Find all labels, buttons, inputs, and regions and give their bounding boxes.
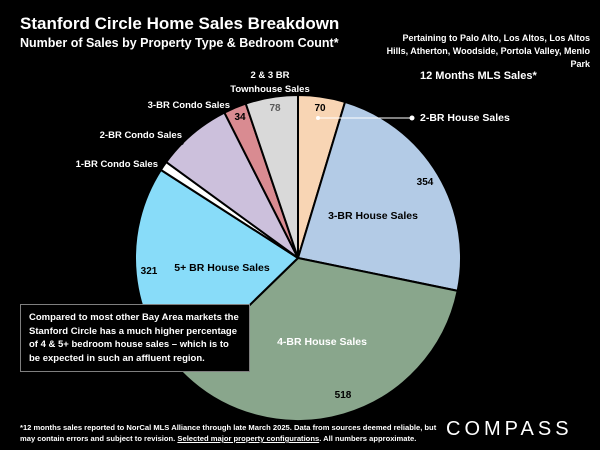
slice-name-label: Townhouse Sales: [230, 84, 310, 95]
region-note: Pertaining to Palo Alto, Los Altos, Los …: [386, 33, 590, 69]
slice-name-label: 4-BR House Sales: [277, 336, 367, 348]
slice-name-label: 2-BR Condo Sales: [100, 130, 182, 141]
chart-subtitle: Number of Sales by Property Type & Bedro…: [20, 36, 339, 50]
chart-title: Stanford Circle Home Sales Breakdown: [20, 14, 340, 33]
leader-dot: [409, 115, 415, 121]
slice-value-label: 113: [168, 137, 185, 148]
leader-dot: [316, 116, 320, 120]
slice-name-label: 3-BR House Sales: [328, 210, 418, 222]
footer-text: *12 months sales reported to NorCal MLS …: [20, 423, 437, 443]
pie-slice-3-br-house-sales: [296, 100, 462, 293]
callout-box: Compared to most other Bay Area markets …: [20, 304, 250, 372]
pie-slice-4-br-house-sales: [179, 256, 459, 422]
slice-value-label: 321: [141, 266, 158, 277]
pie-slice-2-3-br-townhouse-sales: [244, 93, 299, 259]
slice-name-label: 5+ BR House Sales: [174, 262, 270, 274]
footer-note: *12 months sales reported to NorCal MLS …: [20, 422, 450, 444]
slice-name-label: 3-BR Condo Sales: [148, 100, 230, 111]
slice-value-label: 518: [335, 390, 352, 401]
slice-value-label: 34: [234, 112, 246, 123]
slice-name-label: 2-BR House Sales: [420, 112, 510, 124]
slice-value-label: 78: [269, 103, 281, 114]
slice-name-label: 2 & 3 BR: [250, 70, 289, 81]
footer-text-end: . All numbers approximate.: [319, 434, 417, 443]
slice-value-label: 354: [417, 177, 434, 188]
period-label: 12 Months MLS Sales*: [420, 70, 537, 82]
slice-value-label: 70: [314, 103, 326, 114]
compass-logo: COMPASS: [446, 418, 573, 440]
footer-link[interactable]: Selected major property configurations: [177, 434, 320, 443]
slice-name-label: 1-BR Condo Sales: [76, 159, 158, 170]
